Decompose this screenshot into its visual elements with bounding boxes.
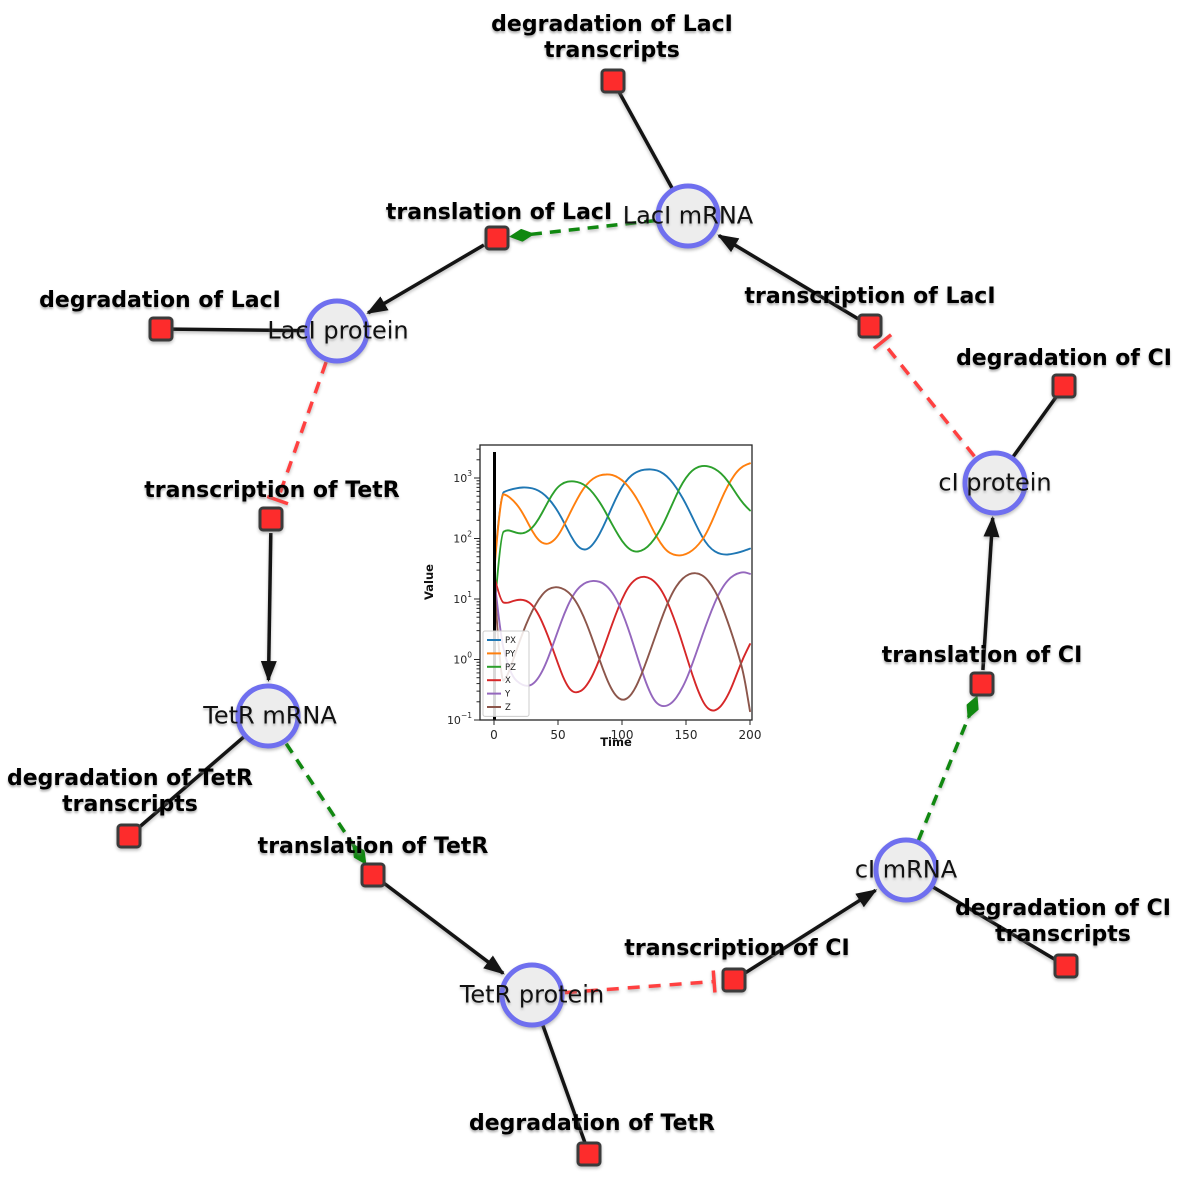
reaction-label-translation-laci: translation of LacI xyxy=(385,200,613,225)
edge-ci-protein-inhibits-transcription-laci xyxy=(872,333,976,458)
reaction-label-deg-ci: degradation of CI xyxy=(956,346,1172,371)
reaction-label-deg-tetr-transcripts: degradation of TetR transcripts xyxy=(6,766,253,818)
reaction-label-deg-laci: degradation of LacI xyxy=(39,288,281,313)
reaction-label-deg-tetr: degradation of TetR xyxy=(468,1111,716,1136)
y-axis-label: Value xyxy=(422,564,436,600)
edge-laci-mrna-modifier-translation-laci xyxy=(508,218,656,242)
edge-translation-tetr-to-tetr-protein xyxy=(383,882,505,975)
species-node-tetr-protein xyxy=(499,962,565,1028)
edge-translation-laci-to-laci-protein xyxy=(366,243,485,315)
legend-label-Y: Y xyxy=(504,690,511,700)
reaction-node-layer xyxy=(116,68,1079,1167)
reaction-label-deg-ci-transcripts: degradation of CI transcripts xyxy=(955,896,1171,948)
edge-transcription-tetr-to-tetr-mrna xyxy=(260,532,277,682)
edge-tetr-protein-inhibits-transcription-ci xyxy=(564,970,717,995)
reaction-label-transcription-laci: transcription of LacI xyxy=(744,284,996,309)
species-node-ci-protein xyxy=(962,450,1028,516)
legend-label-PY: PY xyxy=(505,649,516,659)
reaction-node-translation-laci xyxy=(484,225,510,251)
reaction-label-deg-laci-transcripts: degradation of LacI transcripts xyxy=(491,12,733,64)
legend-box xyxy=(482,630,530,717)
reaction-node-deg-tetr-transcripts xyxy=(116,823,142,849)
series-X xyxy=(493,573,751,712)
reaction-node-deg-ci xyxy=(1051,373,1077,399)
edge-laci-protein-inhibits-transcription-tetr xyxy=(266,361,328,506)
x-tick-label: 150 xyxy=(675,728,698,742)
species-node-laci-mrna xyxy=(655,183,721,249)
species-node-tetr-mrna xyxy=(235,683,301,749)
edge-ci-mrna-modifier-translation-ci xyxy=(916,695,979,842)
series-PY xyxy=(493,462,751,576)
y-tick-label: 103 xyxy=(453,469,472,485)
reaction-node-transcription-laci xyxy=(857,313,883,339)
x-axis-label: Time xyxy=(600,735,632,749)
reaction-node-deg-ci-transcripts xyxy=(1053,953,1079,979)
x-tick-label: 100 xyxy=(611,728,634,742)
species-node-ci-mrna xyxy=(873,837,939,903)
x-tick-label: 50 xyxy=(550,728,565,742)
series-PX xyxy=(493,468,751,572)
species-label-ci-mrna: cI mRNA xyxy=(854,855,958,884)
edge-tetr-mrna-modifier-translation-tetr xyxy=(284,742,367,865)
series-Z xyxy=(493,572,751,713)
reaction-node-translation-ci xyxy=(969,671,995,697)
reaction-node-deg-laci-transcripts xyxy=(600,68,626,94)
species-label-ci-protein: cI protein xyxy=(938,468,1052,497)
reaction-node-transcription-ci xyxy=(721,967,747,993)
series-Y xyxy=(493,571,751,708)
y-tick-label: 100 xyxy=(453,651,472,667)
reaction-label-translation-tetr: translation of TetR xyxy=(257,834,489,859)
x-tick-label: 0 xyxy=(490,728,498,742)
edge-transcription-ci-to-ci-mrna xyxy=(744,888,878,974)
y-tick-label: 102 xyxy=(453,530,472,546)
reaction-label-translation-ci: translation of CI xyxy=(881,643,1083,668)
species-label-laci-mrna: LacI mRNA xyxy=(622,201,754,230)
legend-label-X: X xyxy=(505,676,511,686)
timecourse-plot: 0 50 100 150 200 10−1 100 101 102 103 PX PY PZ XYZ T… xyxy=(422,444,762,749)
species-node-laci-protein xyxy=(304,298,370,364)
species-label-laci-protein: LacI protein xyxy=(267,316,409,345)
edge-translation-ci-to-ci-protein xyxy=(981,515,1000,671)
chart-legend: PX PY PZ XYZ xyxy=(482,630,530,717)
species-label-tetr-mrna: TetR mRNA xyxy=(203,701,337,730)
reaction-node-transcription-tetr xyxy=(258,506,284,532)
legend-label-Z: Z xyxy=(505,703,511,713)
y-tick-label: 10−1 xyxy=(447,711,472,727)
x-tick-label: 200 xyxy=(739,728,762,742)
species-label-tetr-protein: TetR protein xyxy=(459,980,605,1009)
legend-label-PZ: PZ xyxy=(505,663,516,673)
reaction-node-deg-laci xyxy=(148,316,174,342)
reaction-node-deg-tetr xyxy=(576,1141,602,1167)
chart-curves xyxy=(493,462,751,713)
reaction-node-translation-tetr xyxy=(360,862,386,888)
reaction-label-transcription-ci: transcription of CI xyxy=(624,936,850,961)
reaction-label-transcription-tetr: transcription of TetR xyxy=(144,478,400,503)
plot-frame xyxy=(479,444,753,721)
edge-transcription-laci-to-laci-mrna xyxy=(717,233,859,321)
species-node-layer xyxy=(235,183,1028,1028)
series-PZ xyxy=(493,465,751,619)
y-tick-label: 101 xyxy=(453,590,472,606)
legend-label-PX: PX xyxy=(505,636,516,646)
